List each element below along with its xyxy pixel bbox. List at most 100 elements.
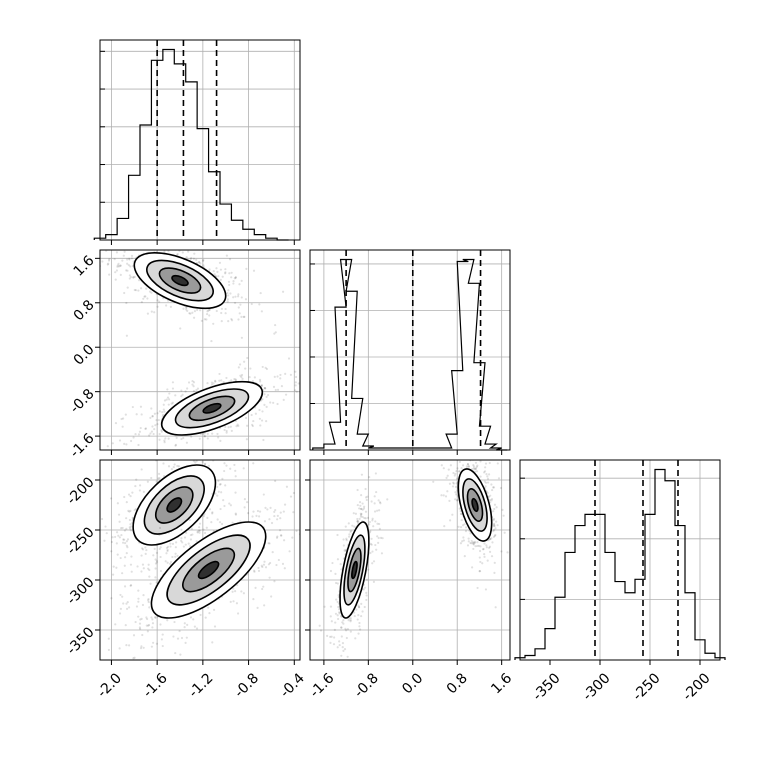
sample-point: [148, 290, 152, 293]
sample-point: [292, 511, 295, 514]
sample-point: [139, 646, 143, 650]
sample-point: [144, 462, 146, 464]
sample-point: [172, 635, 175, 638]
sample-point: [228, 502, 231, 505]
sample-point: [260, 384, 263, 388]
sample-point: [175, 436, 178, 439]
sample-point: [151, 415, 154, 418]
sample-point: [208, 268, 211, 271]
sample-point: [259, 380, 262, 383]
sample-point: [267, 542, 270, 545]
sample-point: [265, 367, 269, 371]
sample-point: [340, 626, 343, 629]
sample-point: [110, 550, 113, 553]
sample-point: [191, 379, 194, 383]
sample-point: [360, 602, 363, 605]
sample-point: [473, 457, 475, 459]
sample-point: [357, 520, 360, 523]
sample-point: [149, 416, 152, 419]
sample-point: [265, 420, 268, 423]
sample-point: [340, 568, 343, 571]
x-tick-label: -200: [680, 670, 714, 704]
sample-point: [285, 485, 289, 488]
sample-point: [321, 375, 323, 377]
sample-point: [189, 616, 193, 619]
sample-point: [208, 308, 211, 311]
sample-point: [159, 555, 162, 559]
sample-point: [151, 622, 155, 625]
sample-point: [229, 292, 232, 295]
sample-point: [366, 495, 369, 498]
sample-point: [211, 432, 214, 435]
sample-point: [366, 516, 370, 519]
sample-point: [217, 479, 220, 483]
sample-point: [116, 451, 118, 453]
sample-point: [239, 303, 242, 306]
sample-point: [265, 405, 268, 408]
sample-point: [129, 509, 132, 512]
sample-point: [364, 586, 367, 589]
sample-point: [487, 495, 490, 498]
sample-point: [502, 514, 505, 517]
sample-point: [263, 387, 267, 390]
sample-point: [474, 467, 478, 470]
sample-point: [190, 435, 193, 438]
sample-point: [179, 327, 182, 330]
sample-point: [174, 552, 177, 555]
sample-point: [230, 319, 234, 322]
sample-point: [211, 492, 214, 495]
sample-point: [220, 320, 223, 323]
sample-point: [119, 593, 122, 597]
sample-point: [283, 503, 287, 506]
sample-point: [472, 547, 475, 551]
sample-point: [499, 486, 503, 490]
sample-point: [91, 230, 93, 232]
sample-point: [473, 453, 475, 455]
sample-point: [128, 258, 131, 261]
sample-point: [190, 527, 193, 530]
sample-point: [163, 250, 166, 253]
sample-point: [234, 512, 237, 515]
sample-point: [362, 588, 365, 591]
sample-point: [117, 262, 120, 265]
sample-point: [451, 513, 454, 516]
sample-point: [118, 647, 121, 650]
sample-point: [217, 275, 220, 278]
sample-point: [94, 234, 96, 236]
sample-point: [213, 273, 216, 276]
sample-point: [380, 552, 384, 555]
sample-point: [369, 551, 372, 555]
sample-point: [277, 558, 280, 562]
sample-point: [167, 403, 170, 406]
sample-point: [128, 518, 131, 522]
sample-point: [378, 509, 381, 512]
sample-point: [184, 390, 187, 393]
sample-point: [246, 424, 249, 427]
sample-point: [471, 435, 473, 437]
sample-point: [119, 264, 122, 267]
sample-point: [344, 525, 347, 528]
sample-point: [342, 619, 345, 622]
sample-point: [132, 463, 134, 465]
sample-point: [365, 498, 368, 502]
sample-point: [126, 546, 129, 549]
sample-point: [236, 423, 239, 426]
sample-point: [281, 290, 285, 293]
sample-point: [446, 456, 448, 458]
sample-point: [151, 414, 154, 418]
sample-point: [200, 447, 202, 449]
sample-point: [216, 485, 219, 489]
sample-point: [161, 633, 164, 636]
sample-point: [484, 466, 487, 469]
sample-point: [141, 603, 145, 607]
sample-point: [186, 623, 189, 627]
sample-point: [244, 367, 247, 370]
sample-point: [171, 387, 175, 390]
sample-point: [185, 306, 188, 309]
sample-point: [375, 490, 378, 494]
sample-point: [359, 515, 363, 518]
sample-point: [165, 451, 167, 453]
sample-point: [364, 487, 367, 491]
sample-point: [483, 552, 486, 556]
sample-point: [118, 612, 122, 615]
